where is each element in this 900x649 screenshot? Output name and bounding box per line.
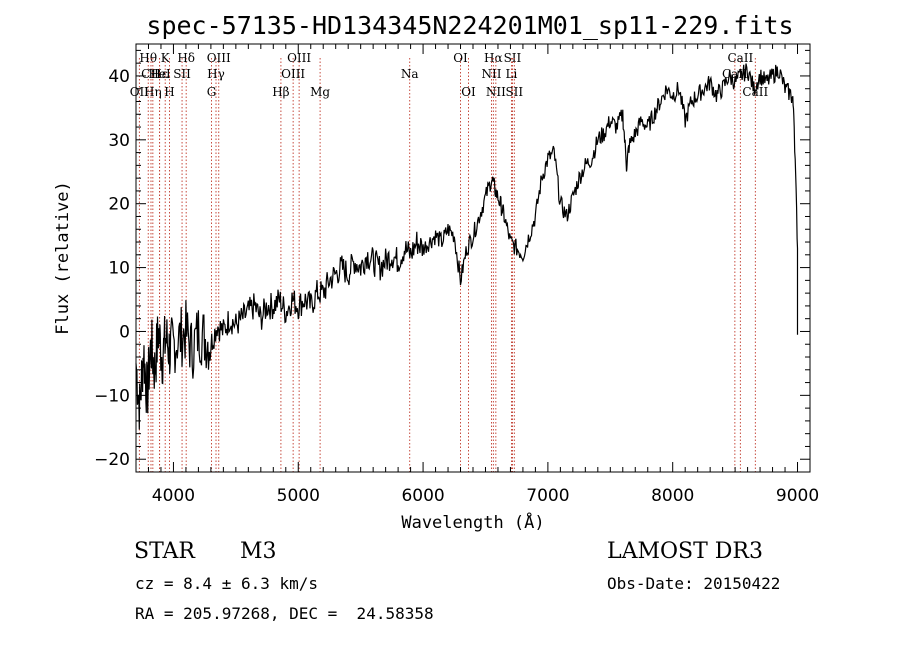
line-label-8: SII (173, 67, 191, 81)
line-label-4: Hη (144, 85, 162, 99)
line-label-19: OI (461, 85, 476, 99)
line-label-7: H (164, 85, 174, 99)
y-tick-label-5: 30 (108, 131, 130, 151)
line-label-10: OIII (207, 51, 231, 65)
y-tick-label-0: −20 (94, 450, 130, 470)
x-tick-label-5: 9000 (776, 486, 819, 506)
y-tick-label-2: 0 (119, 322, 130, 342)
line-label-24: NII (486, 85, 506, 99)
line-label-25: SII (505, 85, 523, 99)
ra-dec-coordinates: RA = 205.97268, DEC = 24.58358 (135, 604, 434, 623)
redshift-cz: cz = 8.4 ± 6.3 km/s (135, 574, 319, 593)
line-label-11: Hγ (207, 67, 225, 81)
y-tick-label-3: 10 (108, 259, 130, 279)
x-tick-label-2: 6000 (401, 486, 444, 506)
line-label-0: Hθ (139, 51, 157, 65)
flux-series-line (135, 63, 799, 430)
x-axis-ticks: 4000 5000 6000 7000 8000 9000 (147, 44, 819, 506)
line-label-17: Na (401, 67, 419, 81)
line-label-9: Hδ (177, 51, 195, 65)
line-label-15: OIII (281, 67, 305, 81)
x-tick-label-1: 5000 (277, 486, 320, 506)
line-label-6: HeI (148, 67, 171, 81)
line-label-23: Li (506, 67, 518, 81)
line-label-1: CH (141, 67, 161, 81)
line-label-26: CaII (727, 51, 753, 65)
line-label-12: G (207, 85, 217, 99)
line-label-21: SII (504, 51, 522, 65)
y-axis-label: Flux (relative) (53, 181, 73, 335)
x-tick-label-4: 8000 (651, 486, 694, 506)
line-label-16: Mg (310, 85, 330, 99)
y-axis-ticks: −20 −10 0 10 20 30 40 (94, 49, 810, 470)
x-axis-label: Wavelength (Å) (401, 511, 544, 533)
x-tick-label-0: 4000 (152, 486, 195, 506)
plot-frame (135, 43, 811, 473)
line-label-14: OIII (287, 51, 311, 65)
line-label-22: NII (481, 67, 501, 81)
object-subclass: M3 (240, 539, 277, 564)
y-tick-label-4: 20 (108, 195, 130, 215)
line-label-13: Hβ (272, 85, 289, 99)
observation-date: Obs-Date: 20150422 (607, 574, 781, 593)
y-tick-label-1: −10 (94, 386, 130, 406)
line-label-2: OII (130, 85, 150, 99)
line-label-20: Hα (484, 51, 503, 65)
line-label-3: Hε (151, 67, 168, 81)
y-tick-label-6: 40 (108, 67, 130, 87)
line-label-18: OI (453, 51, 468, 65)
survey-name: LAMOST DR3 (607, 539, 763, 564)
chart-title: spec-57135-HD134345N224201M01_sp11-229.f… (146, 11, 793, 40)
line-label-5: K (161, 51, 171, 65)
x-tick-label-3: 7000 (526, 486, 569, 506)
object-class: STAR (134, 539, 195, 564)
